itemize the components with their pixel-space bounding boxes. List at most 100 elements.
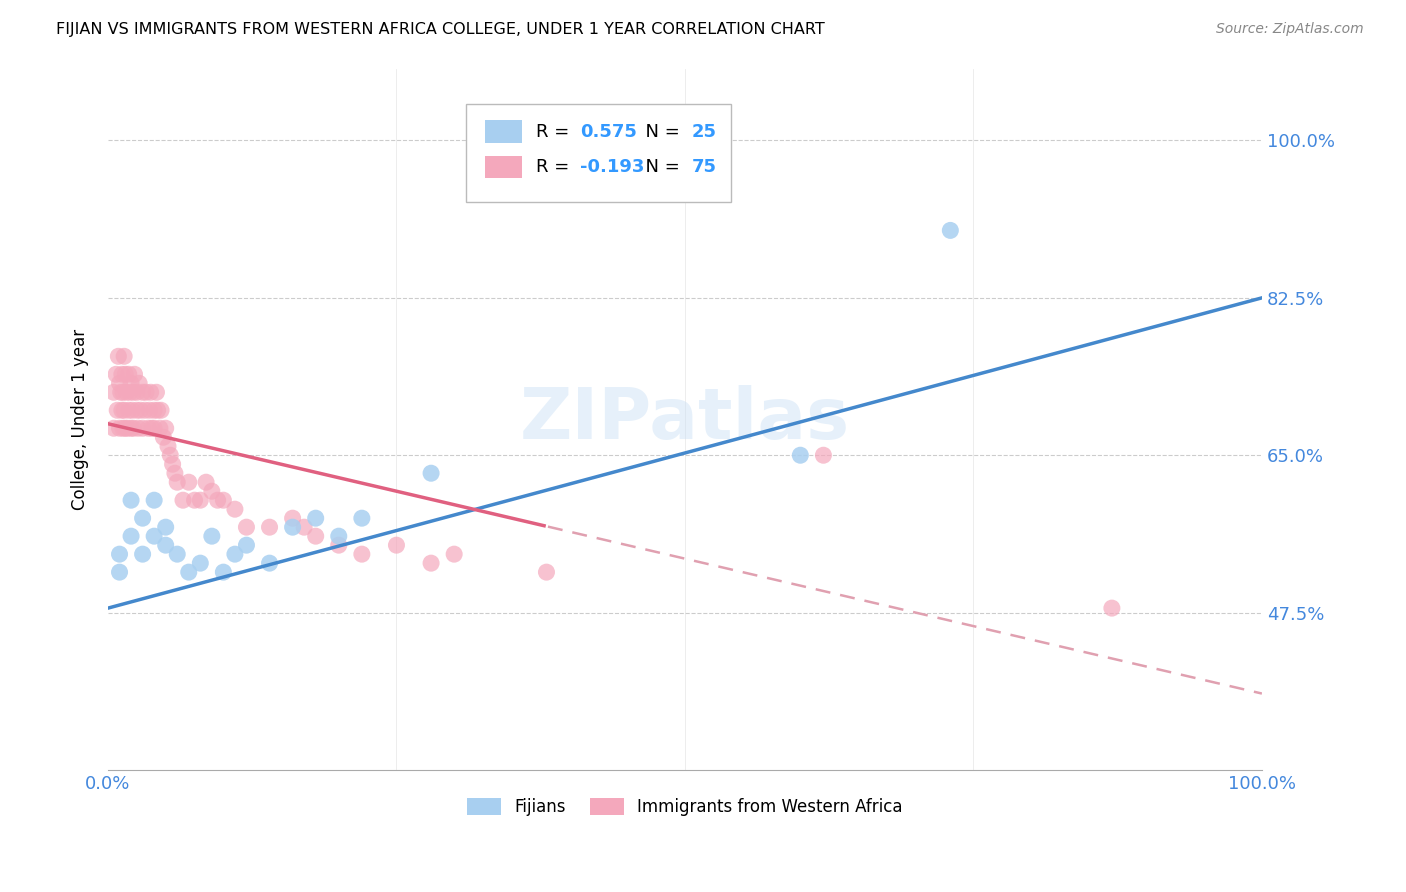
Point (789, 448, 811, 462)
Text: 25: 25 (692, 123, 717, 141)
Point (162, 457, 184, 471)
Point (118, 385, 141, 400)
Text: 75: 75 (692, 158, 717, 176)
Point (111, 403, 134, 417)
Point (121, 403, 143, 417)
Text: Source: ZipAtlas.com: Source: ZipAtlas.com (1216, 22, 1364, 37)
Point (128, 376, 150, 391)
Point (305, 511, 328, 525)
Point (328, 529, 350, 543)
Point (114, 368, 136, 382)
Point (143, 493, 166, 508)
Point (105, 403, 128, 417)
Point (166, 547, 188, 561)
FancyBboxPatch shape (465, 103, 731, 202)
Point (224, 547, 246, 561)
Point (125, 385, 148, 400)
Point (108, 376, 131, 391)
Point (108, 547, 131, 561)
Point (150, 403, 173, 417)
FancyBboxPatch shape (485, 155, 522, 178)
FancyBboxPatch shape (485, 120, 522, 143)
Point (146, 403, 169, 417)
Point (420, 467, 443, 481)
Point (207, 493, 229, 508)
Point (111, 368, 134, 382)
Point (235, 520, 257, 534)
Point (110, 385, 132, 400)
Point (152, 430, 174, 444)
Point (143, 403, 166, 417)
Point (145, 385, 167, 400)
Point (159, 448, 181, 462)
Point (131, 547, 153, 561)
Point (135, 385, 157, 400)
Point (536, 565, 558, 579)
Text: R =: R = (536, 158, 575, 176)
Point (141, 421, 163, 435)
Point (131, 385, 153, 400)
Point (120, 421, 142, 435)
Point (118, 403, 141, 417)
Point (195, 475, 218, 490)
Point (105, 368, 128, 382)
Point (188, 493, 211, 508)
Point (385, 538, 408, 552)
Point (292, 520, 315, 534)
Point (155, 421, 177, 435)
Text: 0.575: 0.575 (579, 123, 637, 141)
Point (103, 421, 125, 435)
Point (188, 556, 211, 570)
Y-axis label: College, Under 1 year: College, Under 1 year (72, 328, 89, 510)
Point (328, 538, 350, 552)
Point (120, 493, 142, 508)
Point (350, 547, 373, 561)
Point (143, 529, 166, 543)
Point (112, 403, 135, 417)
Point (183, 493, 205, 508)
Point (163, 467, 186, 481)
Point (139, 385, 162, 400)
Point (103, 385, 125, 400)
Point (155, 520, 177, 534)
Point (201, 484, 224, 499)
Point (115, 385, 138, 400)
Point (120, 376, 142, 391)
Point (131, 511, 153, 525)
Text: N =: N = (634, 123, 686, 141)
Point (350, 511, 373, 525)
Text: FIJIAN VS IMMIGRANTS FROM WESTERN AFRICA COLLEGE, UNDER 1 YEAR CORRELATION CHART: FIJIAN VS IMMIGRANTS FROM WESTERN AFRICA… (56, 22, 825, 37)
Text: ZIPatlas: ZIPatlas (520, 384, 851, 454)
Point (122, 421, 145, 435)
Text: N =: N = (634, 158, 686, 176)
Point (111, 421, 134, 435)
Point (420, 556, 443, 570)
Point (131, 421, 153, 435)
Point (149, 421, 172, 435)
Point (281, 520, 304, 534)
Point (281, 511, 304, 525)
Point (172, 493, 194, 508)
Point (108, 565, 131, 579)
Point (107, 349, 129, 363)
Point (177, 565, 200, 579)
Legend: Fijians, Immigrants from Western Africa: Fijians, Immigrants from Western Africa (458, 790, 911, 825)
Point (177, 475, 200, 490)
Text: R =: R = (536, 123, 575, 141)
Point (143, 421, 166, 435)
Point (305, 529, 328, 543)
Point (259, 520, 281, 534)
Point (939, 223, 962, 237)
Point (108, 421, 131, 435)
Point (122, 385, 145, 400)
Point (138, 403, 160, 417)
Point (127, 421, 149, 435)
Point (125, 403, 148, 417)
Point (212, 565, 235, 579)
Point (114, 421, 136, 435)
Point (212, 493, 235, 508)
Point (118, 368, 141, 382)
Point (129, 403, 152, 417)
Point (117, 421, 139, 435)
Point (155, 538, 177, 552)
